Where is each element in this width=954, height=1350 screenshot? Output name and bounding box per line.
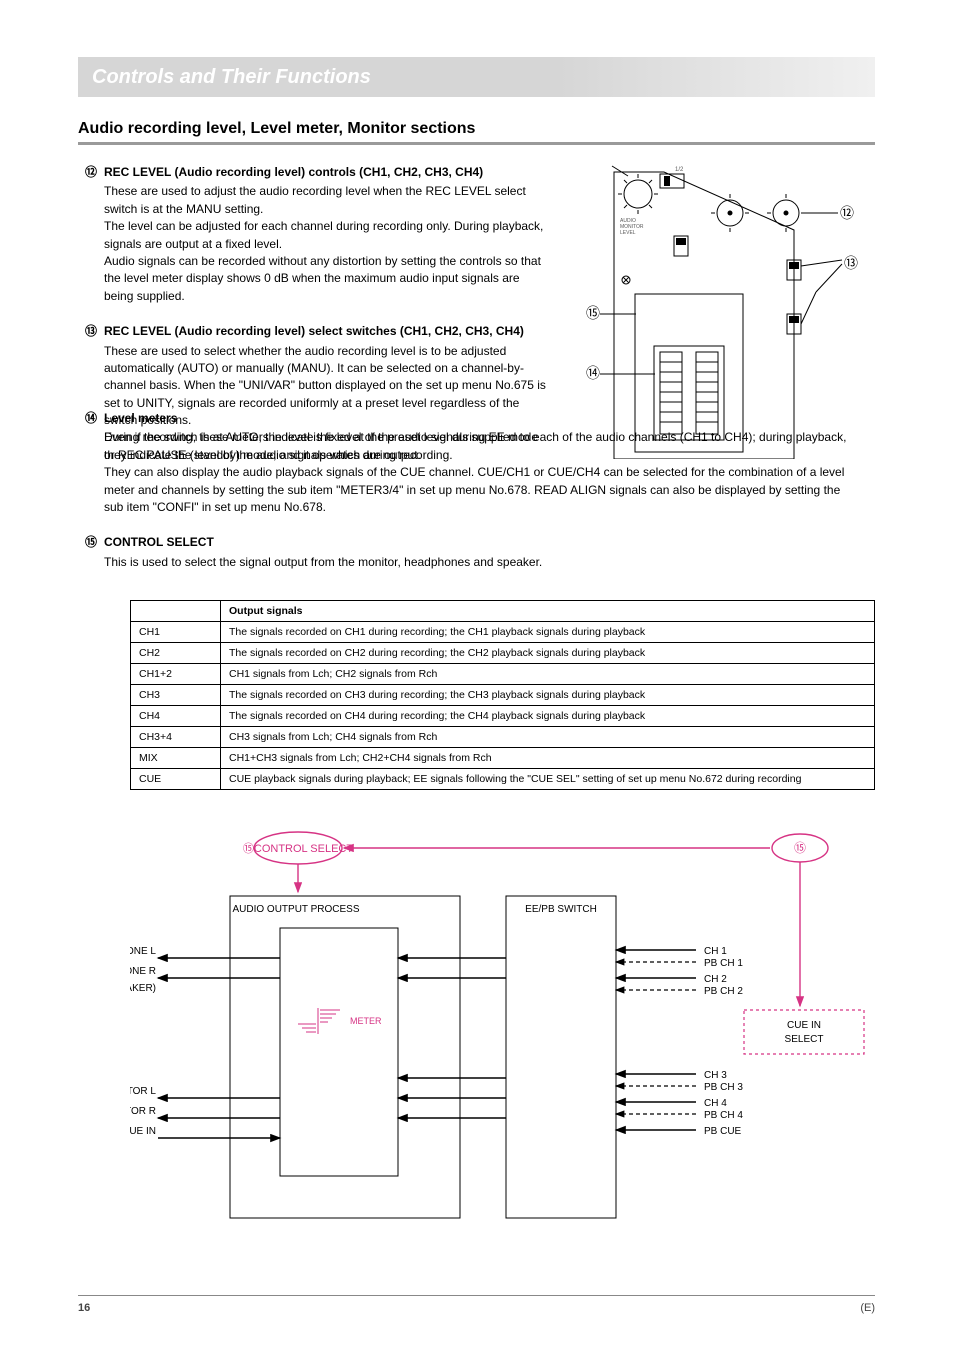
- diagram-in-pb1: PB CH 1: [704, 958, 743, 969]
- section-title-text: Audio recording level, Level meter, Moni…: [78, 120, 475, 137]
- diagram-in-pb3: PB CH 3: [704, 1082, 743, 1093]
- feature-number: ⑮: [78, 534, 104, 551]
- diagram-meter-label: METER: [350, 1016, 382, 1026]
- diagram-out-spk: (SPEAKER): [130, 983, 156, 994]
- feature-item: ⑫REC LEVEL (Audio recording level) contr…: [78, 164, 548, 305]
- diagram-cuebox-l2: SELECT: [785, 1034, 824, 1045]
- feature-number: ⑫: [78, 164, 104, 181]
- feature-title: REC LEVEL (Audio recording level) select…: [104, 324, 524, 338]
- diagram-out-monL: MONITOR L: [130, 1086, 156, 1097]
- table-cell: CUE playback signals during playback; EE…: [221, 769, 875, 790]
- table-cell: CH2: [131, 643, 221, 664]
- table-cell: The signals recorded on CH3 during recor…: [221, 685, 875, 706]
- feature-title: REC LEVEL (Audio recording level) contro…: [104, 165, 483, 179]
- diagram-in-ch2: CH 2: [704, 974, 727, 985]
- table-row: CUECUE playback signals during playback;…: [131, 769, 875, 790]
- header-title: Controls and Their Functions: [92, 66, 371, 89]
- table-cell: CH3: [131, 685, 221, 706]
- block-diagram: ⑮CONTROL SELECT ⑮ AUDIO OUTPUT PROCESS: [130, 828, 875, 1238]
- callout-14-left: ⑭: [586, 365, 600, 381]
- diagram-in-pbcue: PB CUE: [704, 1126, 742, 1137]
- table-cell: CH1 signals from Lch; CH2 signals from R…: [221, 664, 875, 685]
- table-row: CH4The signals recorded on CH4 during re…: [131, 706, 875, 727]
- table-row: CH2The signals recorded on CH2 during re…: [131, 643, 875, 664]
- svg-text:LEVEL: LEVEL: [620, 230, 636, 236]
- table-row: CH1+2CH1 signals from Lch; CH2 signals f…: [131, 664, 875, 685]
- section-title: Audio recording level, Level meter, Moni…: [78, 120, 875, 145]
- diagram-cs-label: ⑮CONTROL SELECT: [243, 842, 354, 855]
- page-number: 16: [78, 1302, 90, 1314]
- feature-body: This is used to select the signal output…: [104, 554, 858, 571]
- feature-item: ⑮CONTROL SELECT This is used to select th…: [78, 534, 858, 571]
- callout-13-right: ⑬: [844, 255, 858, 271]
- table-cell: CH1+2: [131, 664, 221, 685]
- table-cell: CUE: [131, 769, 221, 790]
- page-footer-text: (E): [860, 1302, 875, 1314]
- table-cell: CH1+CH3 signals from Lch; CH2+CH4 signal…: [221, 748, 875, 769]
- feature-title: CONTROL SELECT: [104, 535, 214, 549]
- diagram-in-ch1: CH 1: [704, 946, 727, 957]
- diagram-in-pb2: PB CH 2: [704, 986, 743, 997]
- diagram-proc-title: AUDIO OUTPUT PROCESS: [232, 904, 359, 915]
- diagram-out-hpL: HEAD PHONE L: [130, 946, 156, 957]
- table-row: CH3The signals recorded on CH3 during re…: [131, 685, 875, 706]
- callout-12-right: ⑫: [840, 205, 854, 221]
- table-row: CH1The signals recorded on CH1 during re…: [131, 622, 875, 643]
- diagram-out-hpR: HEAD PHONE R: [130, 966, 156, 977]
- table-cell: MIX: [131, 748, 221, 769]
- feature-number: ⑭: [78, 410, 104, 427]
- feature-body: These are used to adjust the audio recor…: [104, 183, 548, 305]
- table-cell: The signals recorded on CH1 during recor…: [221, 622, 875, 643]
- callout-15-left: ⑮: [586, 305, 600, 321]
- feature-title: Level meters: [104, 411, 177, 425]
- diagram-cuebox-l1: CUE IN: [787, 1020, 821, 1031]
- diagram-in-ch4: CH 4: [704, 1098, 727, 1109]
- panel-lbl-sel12: 1/2: [675, 167, 684, 173]
- table-cell: CH4: [131, 706, 221, 727]
- diagram-cs-target: ⑮: [794, 841, 806, 855]
- table-cell: CH3 signals from Lch; CH4 signals from R…: [221, 727, 875, 748]
- feature-number: ⑬: [78, 323, 104, 340]
- control-select-table: Output signalsCH1The signals recorded on…: [130, 600, 875, 790]
- diagram-in-pb4: PB CH 4: [704, 1110, 743, 1121]
- header-band: Controls and Their Functions: [78, 57, 875, 97]
- page-footer: 16 (E): [78, 1295, 875, 1314]
- table-row: MIXCH1+CH3 signals from Lch; CH2+CH4 sig…: [131, 748, 875, 769]
- diagram-out-monR: MONITOR R: [130, 1106, 156, 1117]
- table-row: CH3+4CH3 signals from Lch; CH4 signals f…: [131, 727, 875, 748]
- diagram-switch-title: EE/PB SWITCH: [525, 904, 597, 915]
- diagram-in-ch3: CH 3: [704, 1070, 727, 1081]
- table-cell: CH1: [131, 622, 221, 643]
- table-cell: The signals recorded on CH4 during recor…: [221, 706, 875, 727]
- diagram-meter-icon: [298, 1008, 340, 1034]
- table-header: Output signals: [221, 601, 875, 622]
- table-header: [131, 601, 221, 622]
- panel-illustration: 1/2 AUDIO MONITOR LEVEL: [580, 164, 878, 459]
- table-cell: CH3+4: [131, 727, 221, 748]
- diagram-cue-in: CUE IN: [130, 1126, 156, 1137]
- table-cell: The signals recorded on CH2 during recor…: [221, 643, 875, 664]
